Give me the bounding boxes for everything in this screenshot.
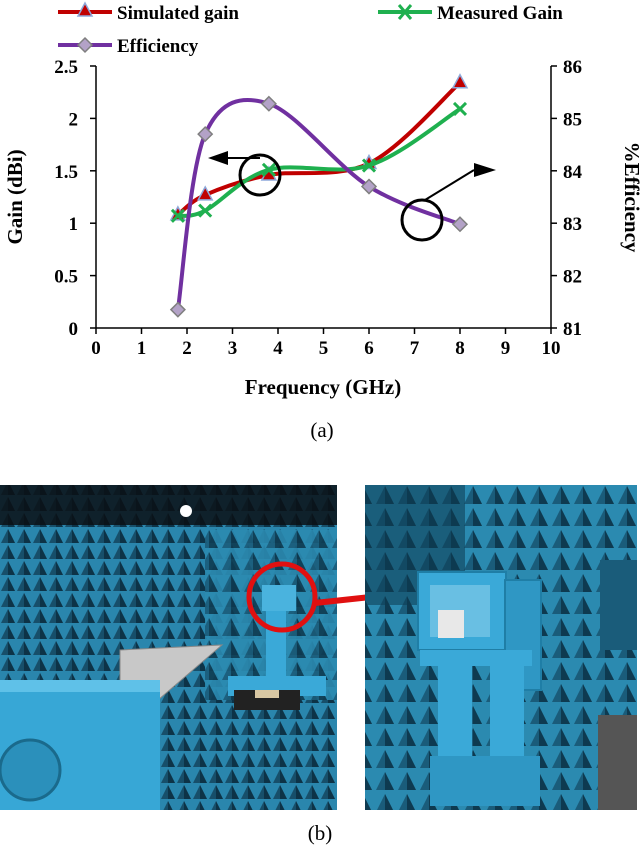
x-tick-label: 2 [182, 338, 192, 359]
x-tick-label: 4 [273, 338, 283, 359]
y-tick-label: 1 [69, 214, 79, 235]
legend-item-simulated: Simulated gain [58, 1, 239, 24]
y-tick-label: 2.5 [54, 57, 78, 78]
caption-a: (a) [310, 418, 333, 442]
legend: Simulated gain Measured Gain Efficiency [58, 1, 563, 57]
photo-antenna-closeup [365, 485, 637, 810]
annotation-arrow-right-line [424, 169, 475, 201]
x-tick-label: 9 [501, 338, 511, 359]
caption-b: (b) [308, 821, 333, 845]
y-axis-title: Gain (dBi) [3, 149, 27, 244]
annotation-circle-right [400, 198, 444, 242]
annotation-gain-arrow [208, 151, 282, 197]
plot-area: 0 1 2 3 4 5 6 7 8 9 10 0 0.5 1 1.5 2 2.5 81 82 83 84 85 86 [54, 57, 582, 359]
y2-tick-label: 81 [563, 319, 582, 340]
aut-mount [262, 585, 296, 611]
y-tick-label: 2 [69, 109, 79, 130]
point-simulated-gain [451, 73, 469, 89]
photo-chamber-overview [0, 485, 337, 810]
y-tick-label: 1.5 [54, 162, 78, 183]
y2-tick-label: 83 [563, 214, 582, 235]
y-tick-label: 0 [69, 319, 79, 340]
point-efficiency [451, 216, 469, 233]
legend-item-measured: Measured Gain [378, 3, 563, 24]
legend-marker-simulated [76, 1, 94, 17]
x-tick-label: 3 [228, 338, 238, 359]
x-tick-label: 6 [364, 338, 374, 359]
annotation-efficiency-arrow [400, 163, 496, 242]
y-ticks: 0 0.5 1 1.5 2 2.5 [54, 57, 96, 340]
legend-label-efficiency: Efficiency [117, 36, 199, 57]
annotation-arrow-right-head [474, 163, 496, 177]
legend-label-measured: Measured Gain [437, 3, 563, 24]
y-tick-label: 0.5 [54, 267, 78, 288]
legend-label-simulated: Simulated gain [117, 3, 239, 24]
series-line-efficiency [175, 97, 461, 310]
series-line-simulated-gain [176, 81, 462, 217]
x-tick-label: 8 [455, 338, 465, 359]
y2-tick-label: 84 [563, 162, 583, 183]
point-measured-gain [261, 162, 276, 177]
y2-axis-title: %Efficiency [620, 142, 643, 253]
point-measured-gain [170, 208, 185, 223]
x-tick-label: 5 [319, 338, 329, 359]
y2-ticks: 81 82 83 84 85 86 [551, 57, 583, 340]
x-tick-label: 10 [542, 338, 561, 359]
y2-tick-label: 86 [563, 57, 582, 78]
point-efficiency [360, 178, 378, 195]
closeup-mast [438, 666, 472, 756]
point-measured-gain [452, 101, 468, 117]
x-axis-title: Frequency (GHz) [245, 375, 402, 399]
antenna-mast [266, 600, 286, 678]
point-efficiency [169, 301, 186, 318]
annotation-arrow-left-head [208, 151, 228, 165]
ceiling-light [180, 505, 192, 517]
legend-marker-measured [397, 4, 413, 20]
point-measured-gain [361, 158, 377, 173]
legend-item-efficiency: Efficiency [58, 36, 199, 57]
point-efficiency [197, 126, 214, 143]
highlight-circle [246, 561, 318, 633]
series-line-measured-gain [177, 107, 462, 218]
x-ticks: 0 1 2 3 4 5 6 7 8 9 10 [91, 328, 561, 359]
point-measured-gain [198, 203, 213, 218]
y2-tick-label: 85 [563, 109, 582, 130]
point-simulated-gain [196, 185, 214, 201]
annotation-circle-left [238, 153, 282, 197]
point-efficiency [260, 95, 277, 112]
antenna-under-test [438, 610, 464, 638]
x-tick-label: 1 [137, 338, 147, 359]
x-tick-label: 7 [410, 338, 420, 359]
series-layer [169, 73, 469, 318]
y2-tick-label: 82 [563, 267, 582, 288]
x-tick-label: 0 [91, 338, 101, 359]
legend-marker-efficiency [76, 36, 94, 54]
